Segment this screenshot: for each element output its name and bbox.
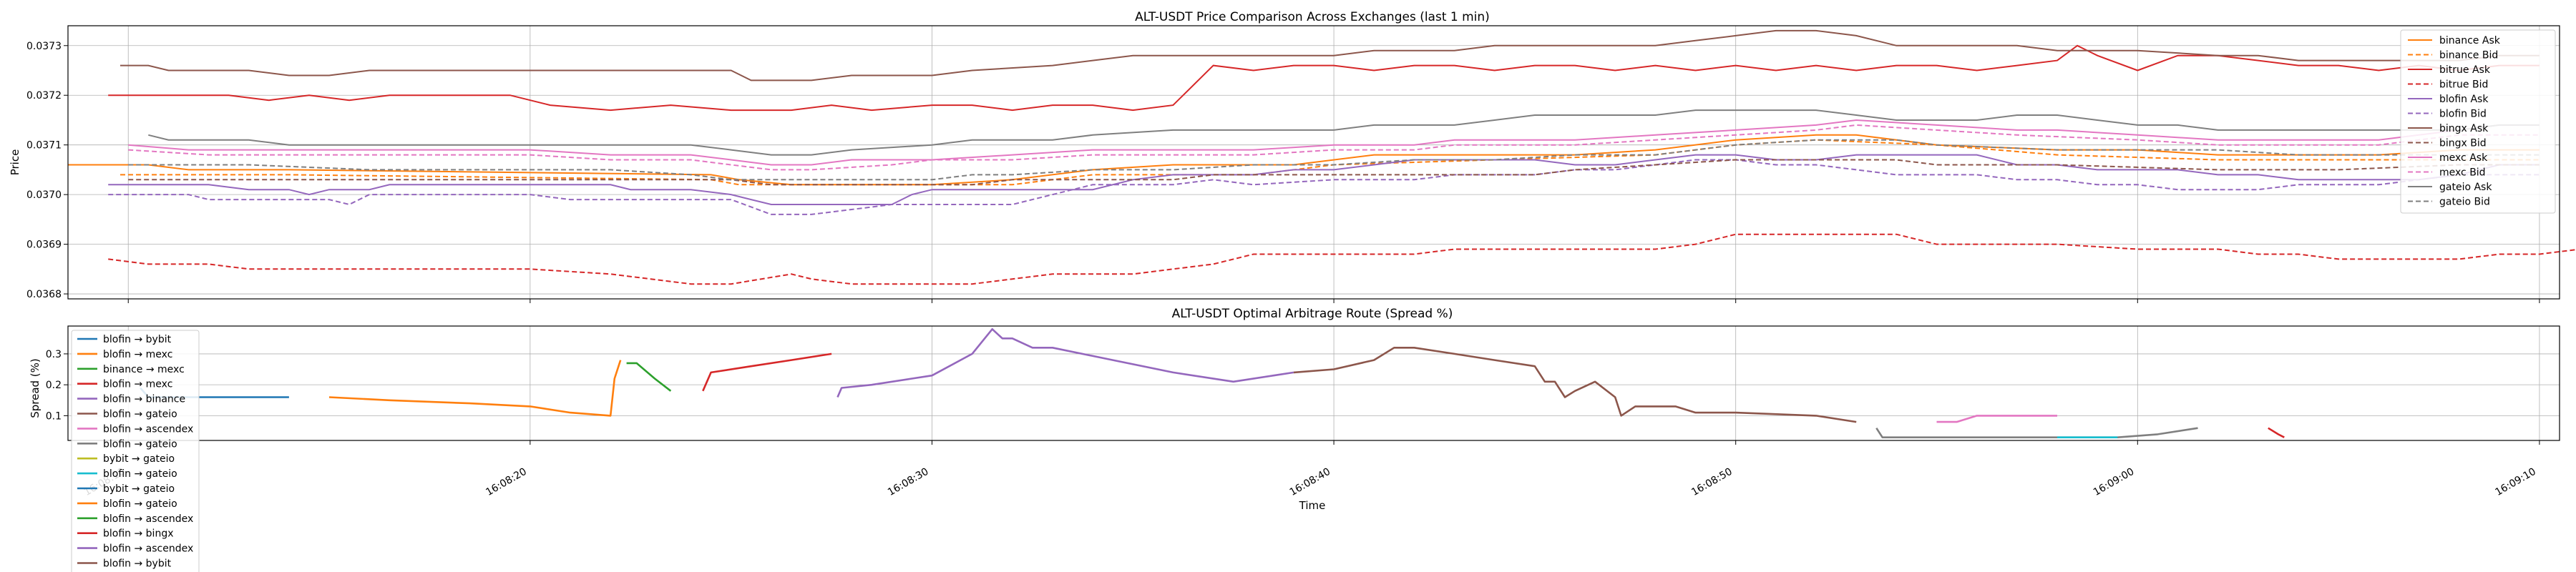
spread-chart-title: ALT-USDT Optimal Arbitrage Route (Spread… xyxy=(1172,307,1453,321)
price-ytick-label: 0.0373 xyxy=(26,41,62,52)
price-chart-xticks xyxy=(127,299,2540,303)
price-chart-series xyxy=(68,29,2576,285)
price-legend-label: blofin Ask xyxy=(2439,94,2489,105)
price-legend-box xyxy=(2400,29,2556,214)
price-comparison-panel: ALT-USDT Price Comparison Across Exchang… xyxy=(9,10,2576,303)
route-blofin-to-gateio xyxy=(1293,347,1857,423)
series-gateio-ask xyxy=(148,109,2540,156)
spread-legend-label: blofin → ascendex xyxy=(103,423,193,435)
price-legend-label: mexc Ask xyxy=(2439,152,2488,164)
price-ytick-label: 0.0372 xyxy=(26,90,62,102)
route-blofin-to-mexc xyxy=(702,352,832,392)
price-ytick-label: 0.0368 xyxy=(26,289,62,300)
spread-legend-label: blofin → gateio xyxy=(103,409,177,420)
spread-ytick-label: 0.3 xyxy=(46,349,62,360)
price-legend-label: blofin Bid xyxy=(2439,109,2487,120)
spread-legend-label: blofin → bybit xyxy=(103,334,172,345)
spread-legend-label: blofin → mexc xyxy=(103,379,172,390)
route-blofin-to-ascendex xyxy=(1936,415,2057,423)
spread-legend-label: blofin → ascendex xyxy=(103,513,193,525)
route-blofin-to-mexc xyxy=(328,360,622,417)
spread-chart-series xyxy=(140,328,2285,438)
spread-legend-label: blofin → bingx xyxy=(103,528,174,540)
price-legend-label: mexc Bid xyxy=(2439,167,2486,179)
series-bitrue-ask xyxy=(108,44,2540,112)
price-chart-legend: binance Ask binance Bid bitrue Ask bitrue B… xyxy=(2400,29,2556,214)
price-ytick-label: 0.0369 xyxy=(26,240,62,251)
spread-legend-label: blofin → ascendex xyxy=(103,543,193,555)
price-legend-label: gateio Ask xyxy=(2439,182,2492,193)
spread-legend-label: blofin → mexc xyxy=(103,349,172,360)
spread-ytick-label: 0.1 xyxy=(46,410,62,422)
spread-legend-label: blofin → gateio xyxy=(103,468,177,480)
route-blofin-to-binance xyxy=(836,328,1294,398)
price-chart-yticks: 0.0368 0.0369 0.0370 0.0371 0.0372 0.0373 xyxy=(26,41,68,300)
price-legend-label: bingx Ask xyxy=(2439,123,2489,134)
price-legend-label: bingx Bid xyxy=(2439,138,2487,149)
spread-chart-ylabel: Spread (%) xyxy=(29,358,42,418)
spread-chart-xlabel: Time xyxy=(1299,499,1326,512)
price-ytick-label: 0.0370 xyxy=(26,189,62,201)
spread-legend-label: bybit → gateio xyxy=(103,453,175,465)
spread-chart-legend: blofin → bybit blofin → mexc binance → mex… xyxy=(71,330,200,572)
spread-legend-label: blofin → bybit xyxy=(103,558,172,570)
price-ytick-label: 0.0371 xyxy=(26,140,62,152)
series-blofin-ask xyxy=(108,154,2540,205)
spread-legend-label: blofin → binance xyxy=(103,394,185,405)
spread-chart-yticks: 0.1 0.2 0.3 xyxy=(46,349,68,422)
spread-legend-box xyxy=(71,330,200,572)
spread-legend-label: blofin → gateio xyxy=(103,438,177,450)
series-mexc-ask xyxy=(128,119,2540,166)
series-blofin-bid xyxy=(108,159,2540,215)
price-legend-label: bitrue Ask xyxy=(2439,64,2491,76)
spread-legend-label: binance → mexc xyxy=(103,364,185,375)
route-binance-to-mexc xyxy=(626,362,672,392)
series-mexc-bid xyxy=(128,124,2540,171)
spread-ytick-label: 0.2 xyxy=(46,380,62,391)
spread-legend-label: bybit → gateio xyxy=(103,483,175,495)
series-bingx-ask xyxy=(120,29,2540,82)
series-bingx-bid xyxy=(128,159,2540,186)
price-legend-label: binance Ask xyxy=(2439,35,2501,46)
price-legend-label: binance Bid xyxy=(2439,50,2498,61)
price-chart-ylabel: Price xyxy=(9,149,21,176)
spread-legend-label: blofin → gateio xyxy=(103,498,177,510)
price-chart-title: ALT-USDT Price Comparison Across Exchang… xyxy=(1135,10,1490,24)
price-legend-label: bitrue Bid xyxy=(2439,79,2488,91)
price-chart-frame xyxy=(67,25,2560,300)
series-bitrue-bid xyxy=(108,233,2576,285)
route-blofin-to-bingx xyxy=(2268,427,2285,438)
price-legend-label: gateio Bid xyxy=(2439,197,2490,208)
series-gateio-bid xyxy=(128,139,2540,181)
spread-chart-frame xyxy=(67,325,2560,441)
